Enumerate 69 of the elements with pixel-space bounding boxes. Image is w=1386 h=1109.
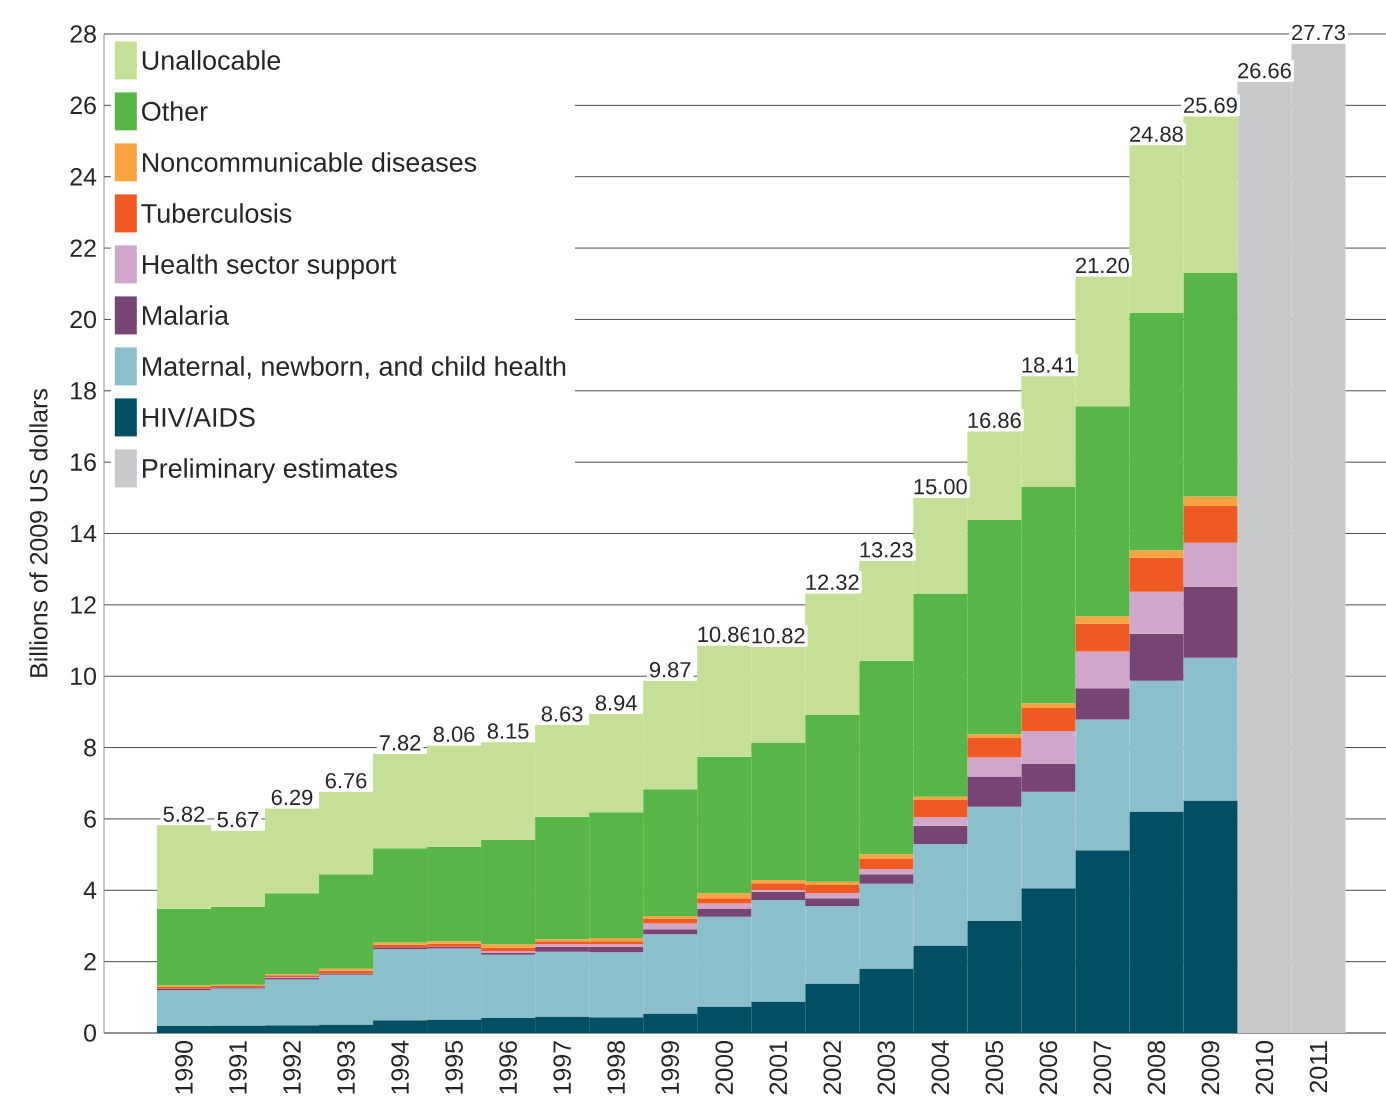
x-tick-label: 2008 [1147,1041,1166,1095]
total-label: 5.67 [217,811,259,828]
x-tick-label: 2011 [1309,1041,1328,1093]
y-tick-label: 20 [70,310,96,329]
total-label: 25.69 [1184,97,1237,114]
x-tick-label: 1997 [553,1041,571,1094]
x-tick-label: 2005 [985,1041,1004,1095]
legend-label: Tuberculosis [141,203,292,223]
legend-label: Other [142,101,208,121]
total-label: 27.73 [1292,24,1345,41]
total-label: 24.88 [1130,126,1183,142]
total-label: 26.66 [1238,62,1291,79]
total-label: 18.41 [1022,357,1075,373]
y-tick-label: 12 [71,596,96,614]
x-tick-label: 2001 [769,1041,788,1095]
x-tick-label: 2003 [877,1041,896,1095]
x-tick-label: 1990 [175,1041,193,1094]
x-tick-label: 2007 [1093,1041,1112,1095]
total-label: 16.86 [968,412,1021,429]
total-label: 12.32 [806,574,859,591]
x-tick-label: 2000 [715,1041,734,1095]
total-label: 15.00 [914,478,967,495]
x-tick-label: 1991 [229,1041,247,1094]
total-label: 21.20 [1076,257,1129,274]
legend-label: Malaria [143,305,229,325]
y-tick-label: 26 [70,96,96,115]
x-tick-label: 1998 [607,1041,625,1094]
legend-label: Preliminary estimates [143,458,397,484]
legend-label: HIV/AIDS [143,407,255,427]
total-label: 8.94 [595,695,637,711]
total-label: 13.23 [860,542,913,558]
total-label: 9.87 [649,661,691,678]
y-tick-label: 28 [70,25,96,43]
total-label: 8.15 [487,723,529,739]
total-label: 6.76 [325,772,367,789]
legend-label: Unallocable [142,50,281,70]
x-tick-label: 2002 [823,1041,842,1095]
y-tick-label: 22 [70,239,96,257]
total-label: 7.82 [379,735,421,751]
y-axis-title: Billions of 2009 US dollars [29,389,48,677]
x-tick-label: 1994 [391,1040,409,1094]
legend-label: Health sector support [143,254,397,280]
y-tick-label: 8 [84,738,96,757]
y-tick-label: 16 [71,453,96,471]
legend-label: Maternal, newborn, and child health [143,356,566,380]
x-tick-label: 2006 [1039,1041,1058,1095]
total-label: 10.86 [698,626,751,643]
total-label: 8.63 [541,706,583,722]
y-tick-label: 10 [71,667,96,686]
total-label: 10.82 [752,628,805,644]
x-tick-label: 1995 [445,1041,463,1094]
y-tick-label: 6 [84,810,96,828]
x-tick-label: 1992 [283,1041,301,1094]
y-tick-label: 18 [71,381,96,400]
x-tick-label: 2010 [1255,1041,1274,1095]
y-tick-label: 2 [84,952,96,971]
x-tick-label: 1996 [499,1041,517,1094]
legend-label: Noncommunicable diseases [143,152,477,172]
x-tick-label: 2004 [931,1040,950,1095]
total-label: 6.29 [271,789,313,806]
y-tick-label: 4 [83,881,97,899]
x-tick-label: 2009 [1201,1041,1220,1095]
y-tick-label: 24 [70,168,97,186]
total-label: 5.82 [163,806,205,822]
total-label: 8.06 [433,726,475,743]
x-tick-label: 1999 [661,1041,680,1094]
y-tick-label: 14 [71,524,97,543]
x-tick-label: 1993 [337,1041,355,1094]
y-tick-label: 0 [84,1024,96,1042]
